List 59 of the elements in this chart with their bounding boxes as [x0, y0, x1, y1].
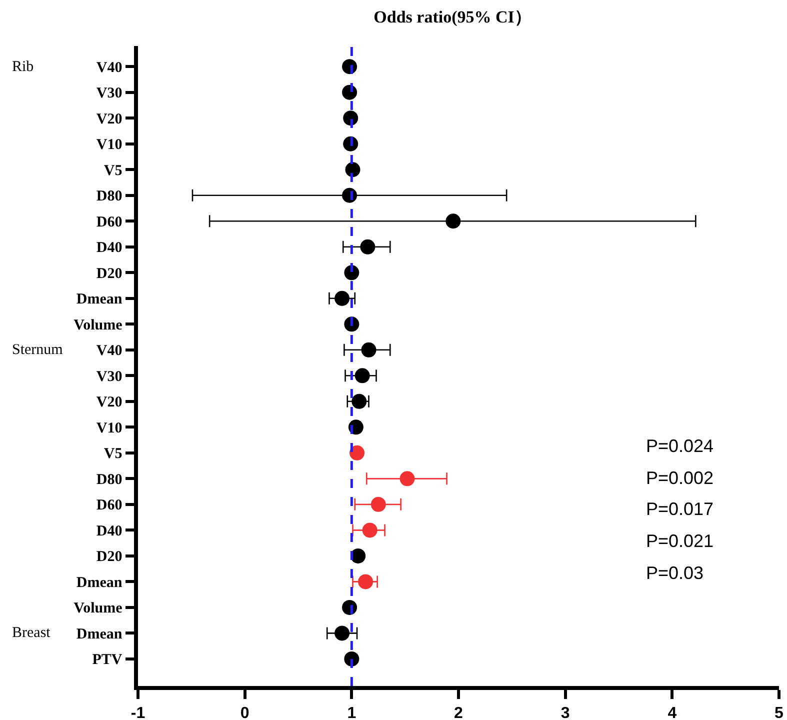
- y2-tick-label: Rib: [12, 59, 34, 75]
- y-tick-label: D20: [96, 266, 122, 282]
- point: [348, 420, 364, 435]
- x-tick-label: 1: [347, 704, 356, 720]
- y-tick-label: Dmean: [76, 626, 123, 642]
- y-tick-label: V5: [104, 446, 122, 462]
- point: [345, 162, 360, 178]
- x-tick-label: 2: [454, 704, 464, 720]
- point: [350, 548, 366, 564]
- point: [342, 600, 358, 615]
- annotation: P=0.021: [646, 531, 714, 551]
- annotation: P=0.03: [646, 563, 704, 583]
- y-tick-label: V20: [96, 394, 122, 411]
- point: [334, 290, 350, 306]
- x-tick-label: -1: [130, 704, 146, 720]
- y-tick-label: V20: [96, 111, 122, 128]
- y2-tick-label: Breast: [12, 625, 52, 641]
- y-tick-label: D40: [96, 240, 122, 256]
- y-tick-label: D20: [96, 549, 122, 566]
- point: [350, 445, 365, 460]
- y2-tick-label: Sternum: [12, 342, 64, 358]
- point: [370, 496, 386, 512]
- point: [352, 394, 367, 409]
- y-tick-label: V10: [96, 137, 122, 154]
- y-tick-label: Dmean: [76, 292, 123, 308]
- point: [361, 342, 376, 358]
- y-tick-label: V40: [96, 343, 122, 360]
- x-tick-label: 3: [560, 704, 570, 720]
- point: [343, 110, 358, 126]
- point: [400, 471, 415, 486]
- y-tick-label: Dmean: [76, 574, 123, 591]
- point: [446, 214, 461, 229]
- point: [360, 239, 376, 254]
- y-tick-label: D60: [96, 214, 122, 230]
- point: [334, 626, 350, 641]
- point: [354, 368, 370, 384]
- annotation: P=0.024: [646, 436, 714, 456]
- x-tick-label: 4: [668, 704, 677, 720]
- y-tick-label: Volume: [74, 317, 123, 334]
- point: [362, 522, 378, 538]
- y-tick-label: D40: [96, 523, 122, 540]
- x-tick-label: 0: [240, 704, 250, 720]
- y-tick-label: V10: [96, 420, 122, 436]
- y-tick-label: Volume: [74, 600, 123, 617]
- annotation: P=0.002: [646, 468, 714, 488]
- annotation: P=0.017: [646, 499, 714, 519]
- y-tick-label: V30: [96, 368, 122, 385]
- point: [344, 265, 360, 280]
- point: [342, 84, 358, 100]
- y-tick-label: D80: [96, 472, 122, 488]
- x-tick-label: 5: [774, 704, 784, 720]
- chart-title: Odds ratio(95% CI）: [374, 8, 532, 27]
- y-tick-label: PTV: [92, 652, 122, 668]
- y-tick-label: V40: [96, 60, 122, 76]
- point: [358, 574, 374, 590]
- y-tick-label: D60: [96, 498, 122, 514]
- y-tick-label: V5: [104, 162, 122, 179]
- y-tick-label: D80: [96, 188, 122, 205]
- y-tick-label: V30: [96, 86, 122, 102]
